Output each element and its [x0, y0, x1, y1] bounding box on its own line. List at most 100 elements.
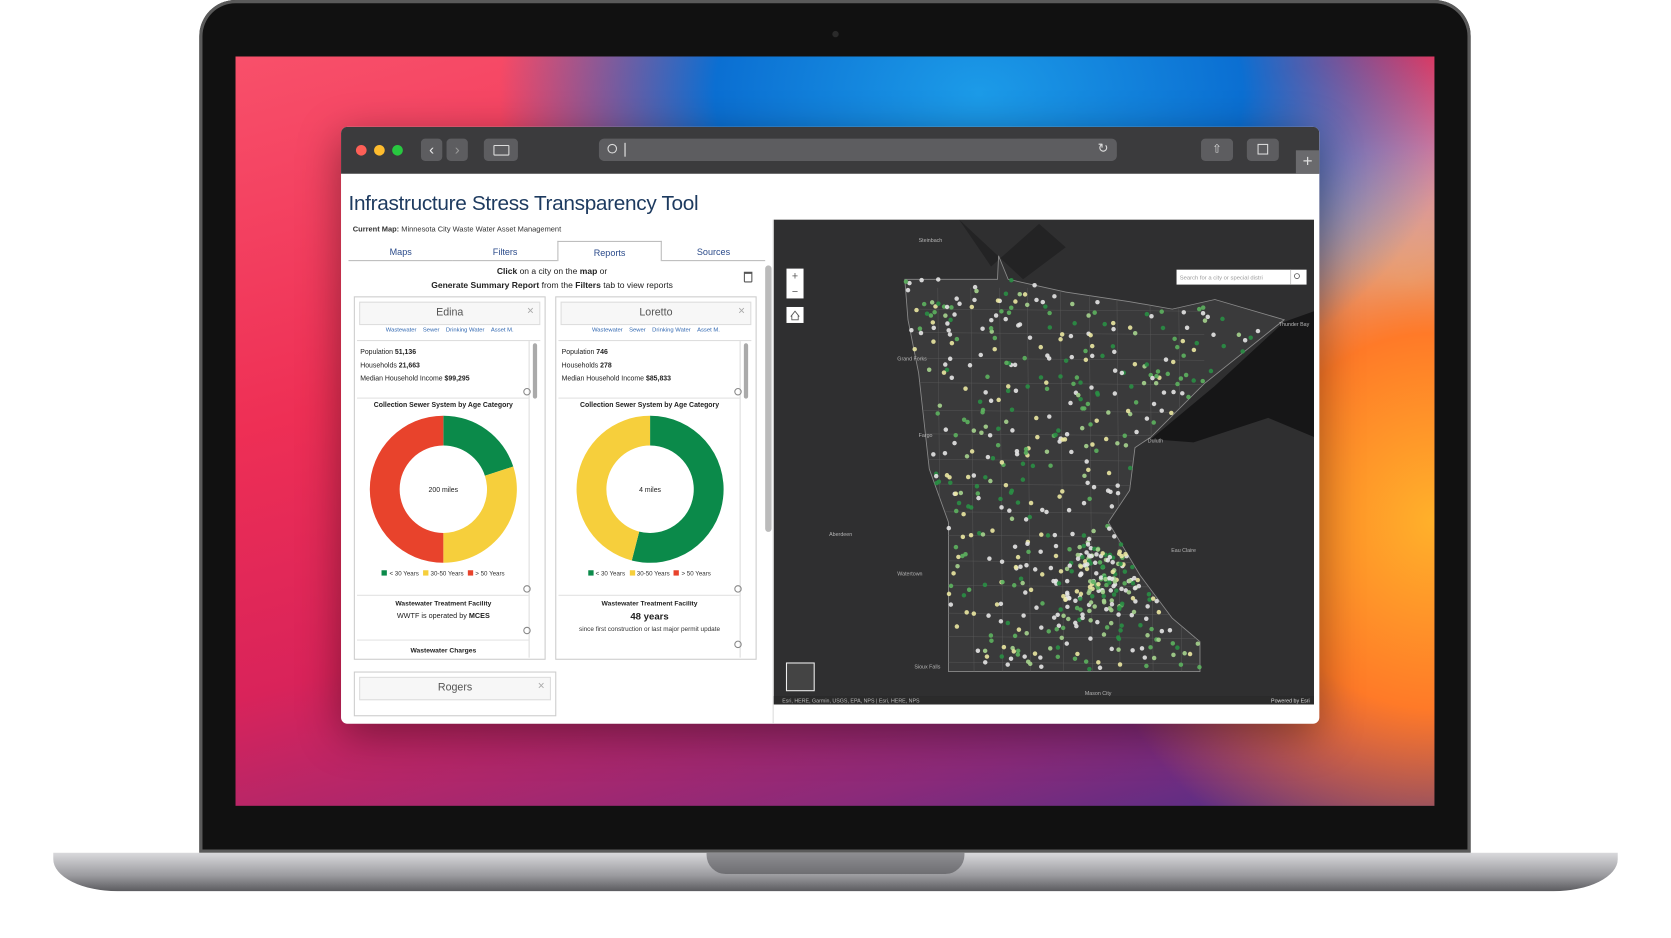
city-dot[interactable]: [957, 301, 962, 307]
city-dot[interactable]: [1151, 420, 1156, 425]
city-dot[interactable]: [1095, 299, 1100, 305]
city-dot[interactable]: [936, 479, 942, 484]
city-dot[interactable]: [1134, 429, 1139, 435]
city-dot[interactable]: [1087, 496, 1092, 502]
address-bar[interactable]: ↻: [598, 138, 1117, 161]
city-dot[interactable]: [1195, 641, 1201, 646]
city-dot[interactable]: [954, 296, 959, 301]
city-dot[interactable]: [947, 356, 953, 362]
city-dot[interactable]: [988, 398, 994, 404]
city-dot[interactable]: [1067, 563, 1072, 568]
city-dot[interactable]: [980, 532, 986, 537]
city-dot[interactable]: [1069, 569, 1074, 574]
city-dot[interactable]: [953, 432, 958, 438]
city-dot[interactable]: [919, 277, 924, 283]
city-dot[interactable]: [1100, 551, 1105, 556]
city-dot[interactable]: [1153, 380, 1159, 386]
donut-segment[interactable]: [576, 415, 650, 561]
city-dot[interactable]: [1034, 297, 1039, 303]
city-dot[interactable]: [1077, 596, 1083, 602]
city-dot[interactable]: [1106, 410, 1111, 415]
zoom-in[interactable]: +: [792, 270, 798, 282]
city-dot[interactable]: [948, 583, 954, 589]
city-dot[interactable]: [1132, 585, 1138, 591]
city-dot[interactable]: [1187, 651, 1193, 657]
city-dot[interactable]: [1208, 368, 1214, 374]
city-dot[interactable]: [1125, 408, 1131, 414]
city-dot[interactable]: [1154, 598, 1159, 604]
city-dot[interactable]: [975, 648, 981, 653]
city-dot[interactable]: [951, 571, 956, 576]
city-dot[interactable]: [1040, 572, 1045, 577]
city-dot[interactable]: [1161, 390, 1167, 395]
city-dot[interactable]: [1091, 528, 1096, 534]
city-dot[interactable]: [1088, 545, 1094, 551]
city-dot[interactable]: [1144, 416, 1150, 421]
city-dot[interactable]: [1045, 353, 1050, 358]
city-dot[interactable]: [1084, 443, 1089, 449]
close-card[interactable]: ×: [738, 304, 745, 318]
city-dot[interactable]: [905, 287, 911, 293]
city-dot[interactable]: [976, 495, 981, 501]
city-dot[interactable]: [1083, 357, 1089, 363]
city-dot[interactable]: [1078, 396, 1083, 402]
city-dot[interactable]: [1044, 509, 1049, 515]
city-dot[interactable]: [921, 301, 927, 307]
city-dot[interactable]: [966, 587, 972, 593]
city-dot[interactable]: [1064, 566, 1070, 572]
city-dot[interactable]: [1009, 516, 1015, 522]
city-dot[interactable]: [1058, 607, 1063, 612]
city-dot[interactable]: [1066, 616, 1071, 622]
city-dot[interactable]: [1155, 369, 1161, 374]
city-dot[interactable]: [928, 313, 934, 318]
city-dot[interactable]: [1080, 612, 1085, 617]
city-dot[interactable]: [996, 426, 1001, 431]
city-dot[interactable]: [1027, 514, 1033, 520]
city-dot[interactable]: [1018, 564, 1023, 569]
city-dot[interactable]: [1040, 299, 1046, 305]
city-dot[interactable]: [1089, 343, 1095, 349]
city-dot[interactable]: [1122, 433, 1127, 438]
map[interactable]: Steinbach Thunder Bay Grand Forks Fargo Dulu…: [773, 219, 1315, 705]
city-dot[interactable]: [1043, 304, 1048, 309]
city-dot[interactable]: [909, 327, 914, 333]
city-dot[interactable]: [1084, 459, 1089, 464]
city-dot[interactable]: [1221, 343, 1226, 349]
close-card[interactable]: ×: [527, 304, 534, 318]
city-dot[interactable]: [1138, 623, 1143, 628]
city-dot[interactable]: [956, 554, 961, 560]
city-dot[interactable]: [1053, 432, 1058, 438]
city-dot[interactable]: [1170, 641, 1176, 646]
city-dot[interactable]: [1054, 626, 1059, 632]
city-dot[interactable]: [1078, 564, 1084, 569]
city-dot[interactable]: [1109, 504, 1115, 509]
city-dot[interactable]: [971, 473, 977, 478]
city-dot[interactable]: [1063, 597, 1068, 603]
city-dot[interactable]: [952, 312, 957, 317]
city-dot[interactable]: [1119, 586, 1124, 592]
city-dot[interactable]: [1136, 583, 1142, 589]
city-dot[interactable]: [960, 534, 966, 540]
search-box[interactable]: [1176, 269, 1307, 285]
city-dot[interactable]: [932, 309, 937, 315]
city-dot[interactable]: [1116, 647, 1121, 652]
report-link[interactable]: Wastewater: [591, 327, 623, 334]
city-dot[interactable]: [1117, 605, 1122, 610]
city-dot[interactable]: [1055, 645, 1061, 650]
city-dot[interactable]: [1039, 625, 1044, 630]
city-dot[interactable]: [931, 339, 936, 344]
city-dot[interactable]: [1058, 569, 1064, 574]
city-dot[interactable]: [968, 505, 974, 510]
city-dot[interactable]: [1022, 355, 1027, 361]
city-dot[interactable]: [929, 300, 935, 305]
city-dot[interactable]: [1130, 581, 1136, 586]
city-dot[interactable]: [1003, 482, 1009, 488]
city-dot[interactable]: [1095, 390, 1100, 396]
city-dot[interactable]: [1072, 656, 1078, 661]
city-dot[interactable]: [1165, 371, 1171, 377]
city-dot[interactable]: [1011, 583, 1017, 588]
city-dot[interactable]: [936, 301, 941, 306]
tabs-button[interactable]: [1246, 138, 1279, 161]
city-dot[interactable]: [999, 559, 1005, 564]
city-dot[interactable]: [1151, 401, 1157, 407]
